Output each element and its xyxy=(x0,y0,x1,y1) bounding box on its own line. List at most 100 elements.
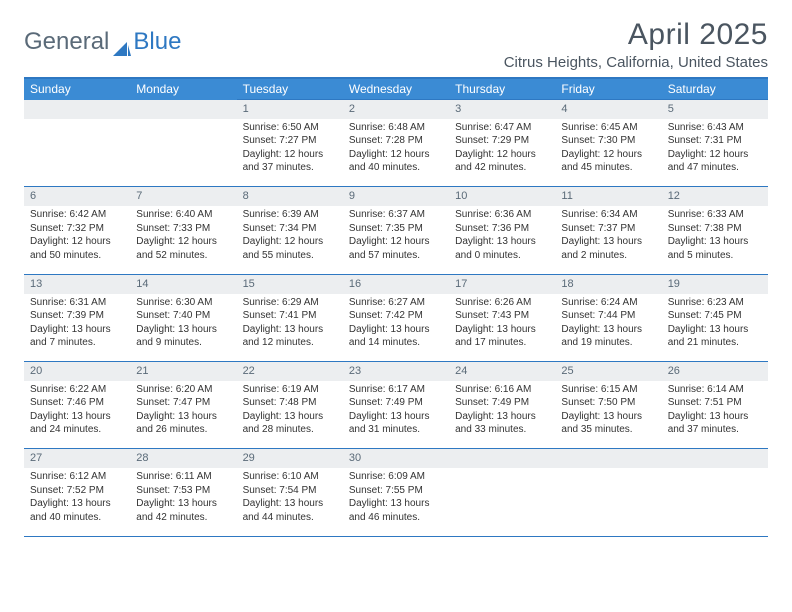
day-header: Monday xyxy=(130,78,236,100)
day-content-cell: Sunrise: 6:29 AMSunset: 7:41 PMDaylight:… xyxy=(237,294,343,362)
day-line: Sunset: 7:48 PM xyxy=(243,396,337,410)
day-line: Sunrise: 6:29 AM xyxy=(243,296,337,310)
day-line: Daylight: 13 hours xyxy=(30,410,124,424)
day-line: Sunrise: 6:12 AM xyxy=(30,470,124,484)
day-line: Sunset: 7:35 PM xyxy=(349,222,443,236)
day-content-cell: Sunrise: 6:09 AMSunset: 7:55 PMDaylight:… xyxy=(343,468,449,536)
day-line: Daylight: 13 hours xyxy=(136,410,230,424)
day-content-cell: Sunrise: 6:27 AMSunset: 7:42 PMDaylight:… xyxy=(343,294,449,362)
day-content-cell: Sunrise: 6:16 AMSunset: 7:49 PMDaylight:… xyxy=(449,381,555,449)
day-content-cell: Sunrise: 6:34 AMSunset: 7:37 PMDaylight:… xyxy=(555,206,661,274)
day-line: Daylight: 13 hours xyxy=(243,497,337,511)
day-line: Daylight: 13 hours xyxy=(349,497,443,511)
daynum-row: 13141516171819 xyxy=(24,274,768,293)
day-number-cell: 18 xyxy=(555,274,661,293)
day-number-cell: 6 xyxy=(24,187,130,206)
day-line: and 57 minutes. xyxy=(349,249,443,263)
day-line: Daylight: 13 hours xyxy=(668,235,762,249)
day-line: and 12 minutes. xyxy=(243,336,337,350)
day-number-cell: 14 xyxy=(130,274,236,293)
day-number-cell: 4 xyxy=(555,100,661,119)
day-line: Sunset: 7:49 PM xyxy=(349,396,443,410)
day-line: and 40 minutes. xyxy=(30,511,124,525)
day-number-cell: 9 xyxy=(343,187,449,206)
day-line: Sunrise: 6:43 AM xyxy=(668,121,762,135)
logo: General Blue xyxy=(24,18,181,56)
day-number-cell: 12 xyxy=(662,187,768,206)
day-number-cell: 27 xyxy=(24,449,130,468)
day-line: and 26 minutes. xyxy=(136,423,230,437)
day-line: Sunrise: 6:42 AM xyxy=(30,208,124,222)
day-line: and 17 minutes. xyxy=(455,336,549,350)
day-line: Daylight: 13 hours xyxy=(243,410,337,424)
day-number-cell: 24 xyxy=(449,362,555,381)
day-line: Daylight: 13 hours xyxy=(349,410,443,424)
day-line: and 0 minutes. xyxy=(455,249,549,263)
day-line: Sunset: 7:47 PM xyxy=(136,396,230,410)
day-line: Sunrise: 6:10 AM xyxy=(243,470,337,484)
day-line: and 40 minutes. xyxy=(349,161,443,175)
day-line: Sunset: 7:28 PM xyxy=(349,134,443,148)
day-header: Friday xyxy=(555,78,661,100)
logo-text-general: General xyxy=(24,28,109,56)
day-line: Daylight: 13 hours xyxy=(30,323,124,337)
day-line: Daylight: 12 hours xyxy=(349,235,443,249)
day-number-cell: 11 xyxy=(555,187,661,206)
day-number-cell: 7 xyxy=(130,187,236,206)
day-line: Sunset: 7:36 PM xyxy=(455,222,549,236)
page-title: April 2025 xyxy=(504,18,768,52)
day-content-cell: Sunrise: 6:47 AMSunset: 7:29 PMDaylight:… xyxy=(449,119,555,187)
day-content-cell: Sunrise: 6:45 AMSunset: 7:30 PMDaylight:… xyxy=(555,119,661,187)
day-content-cell xyxy=(555,468,661,536)
day-line: Sunrise: 6:40 AM xyxy=(136,208,230,222)
day-number-cell: 19 xyxy=(662,274,768,293)
day-content-cell: Sunrise: 6:17 AMSunset: 7:49 PMDaylight:… xyxy=(343,381,449,449)
day-line: and 19 minutes. xyxy=(561,336,655,350)
day-line: Daylight: 13 hours xyxy=(561,323,655,337)
daynum-row: 6789101112 xyxy=(24,187,768,206)
day-content-cell: Sunrise: 6:26 AMSunset: 7:43 PMDaylight:… xyxy=(449,294,555,362)
day-number-cell: 17 xyxy=(449,274,555,293)
day-line: Sunrise: 6:30 AM xyxy=(136,296,230,310)
day-line: Sunrise: 6:34 AM xyxy=(561,208,655,222)
day-line: Sunset: 7:52 PM xyxy=(30,484,124,498)
day-line: Sunrise: 6:24 AM xyxy=(561,296,655,310)
day-number-cell: 5 xyxy=(662,100,768,119)
day-content-cell: Sunrise: 6:37 AMSunset: 7:35 PMDaylight:… xyxy=(343,206,449,274)
day-line: and 50 minutes. xyxy=(30,249,124,263)
day-line: and 33 minutes. xyxy=(455,423,549,437)
day-line: and 52 minutes. xyxy=(136,249,230,263)
day-line: Sunrise: 6:09 AM xyxy=(349,470,443,484)
day-line: and 14 minutes. xyxy=(349,336,443,350)
day-line: Sunrise: 6:17 AM xyxy=(349,383,443,397)
day-number-cell: 29 xyxy=(237,449,343,468)
day-line: Daylight: 13 hours xyxy=(668,323,762,337)
day-line: and 9 minutes. xyxy=(136,336,230,350)
day-line: Sunrise: 6:20 AM xyxy=(136,383,230,397)
content-row: Sunrise: 6:50 AMSunset: 7:27 PMDaylight:… xyxy=(24,119,768,187)
day-line: Sunset: 7:51 PM xyxy=(668,396,762,410)
day-line: Sunset: 7:31 PM xyxy=(668,134,762,148)
day-line: Daylight: 13 hours xyxy=(30,497,124,511)
day-header: Sunday xyxy=(24,78,130,100)
day-line: Sunset: 7:33 PM xyxy=(136,222,230,236)
day-line: Sunrise: 6:23 AM xyxy=(668,296,762,310)
day-content-cell: Sunrise: 6:10 AMSunset: 7:54 PMDaylight:… xyxy=(237,468,343,536)
day-number-cell: 3 xyxy=(449,100,555,119)
day-line: Sunrise: 6:19 AM xyxy=(243,383,337,397)
day-content-cell: Sunrise: 6:33 AMSunset: 7:38 PMDaylight:… xyxy=(662,206,768,274)
day-number-cell: 8 xyxy=(237,187,343,206)
day-content-cell: Sunrise: 6:14 AMSunset: 7:51 PMDaylight:… xyxy=(662,381,768,449)
day-line: Sunset: 7:50 PM xyxy=(561,396,655,410)
day-number-cell: 16 xyxy=(343,274,449,293)
content-row: Sunrise: 6:22 AMSunset: 7:46 PMDaylight:… xyxy=(24,381,768,449)
day-content-cell: Sunrise: 6:20 AMSunset: 7:47 PMDaylight:… xyxy=(130,381,236,449)
day-line: Daylight: 12 hours xyxy=(243,148,337,162)
day-line: Sunrise: 6:16 AM xyxy=(455,383,549,397)
day-line: Sunrise: 6:36 AM xyxy=(455,208,549,222)
day-number-cell: 30 xyxy=(343,449,449,468)
day-line: and 7 minutes. xyxy=(30,336,124,350)
day-line: Daylight: 12 hours xyxy=(243,235,337,249)
day-line: Sunset: 7:32 PM xyxy=(30,222,124,236)
header: General Blue April 2025 Citrus Heights, … xyxy=(24,18,768,71)
